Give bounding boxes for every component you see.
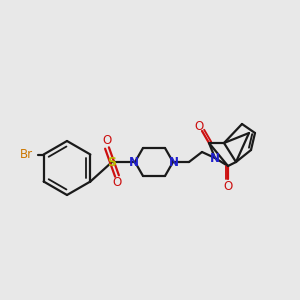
Text: O: O (194, 119, 204, 133)
Text: N: N (169, 155, 179, 169)
Text: N: N (129, 155, 139, 169)
Text: S: S (107, 155, 116, 169)
Text: N: N (210, 152, 220, 164)
Text: O: O (102, 134, 112, 148)
Text: Br: Br (20, 148, 33, 161)
Text: O: O (224, 179, 232, 193)
Text: O: O (112, 176, 122, 190)
